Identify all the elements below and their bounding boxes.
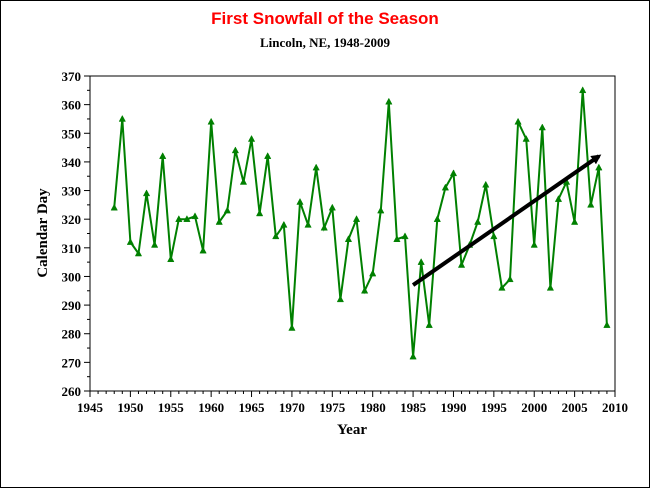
data-point-marker	[264, 152, 272, 159]
data-point-marker	[191, 212, 199, 220]
y-tick-label: 360	[62, 98, 82, 113]
data-point-marker	[167, 255, 175, 263]
x-tick-label: 1965	[239, 400, 266, 415]
y-tick-label: 310	[62, 241, 82, 256]
data-point-marker	[320, 223, 328, 231]
y-tick-label: 370	[62, 69, 82, 84]
y-tick-label: 290	[62, 298, 82, 313]
data-point-marker	[288, 323, 296, 331]
data-point-marker	[272, 232, 280, 240]
chart-title: First Snowfall of the Season	[211, 9, 439, 28]
x-tick-label: 1955	[158, 400, 185, 415]
data-point-marker	[595, 163, 603, 171]
data-point-marker	[280, 220, 288, 228]
data-point-marker	[514, 117, 522, 125]
trend-arrow	[411, 154, 602, 287]
x-tick-label: 1995	[481, 400, 508, 415]
data-point-marker	[603, 321, 611, 328]
x-tick-label: 1970	[279, 400, 305, 415]
data-point-marker	[546, 283, 555, 291]
x-tick-label: 1985	[400, 400, 427, 415]
y-axis: 260 270 280 290 300 310 320 330 340 350 360 370	[62, 69, 90, 399]
data-point-marker	[183, 215, 191, 222]
data-point-marker	[506, 275, 514, 283]
x-axis: 1945 1950 1955 1960 1965 1970 1975 1980 1985 1990…	[77, 391, 628, 415]
data-point-marker	[401, 232, 409, 240]
data-point-marker	[498, 283, 506, 291]
data-point-marker	[554, 195, 563, 202]
data-point-marker	[126, 238, 135, 245]
data-point-marker	[433, 215, 441, 222]
series-markers	[110, 86, 611, 360]
data-point-marker	[134, 249, 143, 257]
data-point-marker	[110, 203, 118, 211]
data-point-marker	[385, 97, 393, 105]
y-tick-label: 270	[62, 355, 82, 370]
data-point-marker	[393, 235, 401, 242]
data-point-marker	[344, 235, 353, 242]
data-point-marker	[159, 152, 167, 159]
data-point-marker	[417, 258, 425, 265]
data-point-marker	[409, 352, 417, 360]
data-point-marker	[360, 286, 369, 294]
data-point-marker	[296, 197, 304, 205]
y-tick-label: 280	[62, 327, 82, 342]
data-point-marker	[255, 209, 264, 217]
series-line	[113, 90, 608, 357]
data-point-marker	[490, 232, 498, 240]
data-point-marker	[457, 260, 466, 268]
x-tick-label: 2010	[602, 400, 628, 415]
y-tick-label: 340	[62, 155, 82, 170]
data-point-marker	[239, 177, 248, 185]
y-tick-label: 330	[62, 184, 82, 199]
x-tick-label: 1990	[440, 400, 466, 415]
data-point-marker	[441, 183, 450, 191]
x-tick-label: 1945	[77, 400, 104, 415]
data-point-marker	[231, 146, 240, 154]
y-tick-label: 350	[62, 126, 82, 141]
x-tick-label: 1950	[117, 400, 143, 415]
data-point-marker	[474, 218, 482, 225]
y-axis-label: Calendar Day	[35, 188, 51, 278]
data-point-marker	[579, 86, 587, 94]
y-tick-label: 320	[62, 212, 82, 227]
data-point-marker	[223, 206, 231, 214]
x-tick-label: 1975	[319, 400, 346, 415]
y-tick-label: 300	[62, 269, 82, 284]
x-tick-label: 1980	[360, 400, 386, 415]
data-point-marker	[482, 180, 490, 188]
data-point-marker	[207, 117, 215, 125]
data-point-marker	[522, 134, 530, 142]
data-point-marker	[150, 240, 159, 248]
x-axis-label: Year	[337, 422, 367, 438]
data-point-marker	[142, 189, 151, 197]
data-point-marker	[530, 240, 538, 248]
y-tick-label: 260	[62, 384, 82, 399]
data-point-marker	[199, 246, 207, 254]
data-point-marker	[570, 218, 579, 225]
data-point-marker	[312, 163, 320, 171]
data-point-marker	[352, 215, 361, 222]
data-point-marker	[336, 295, 345, 303]
data-point-marker	[587, 200, 595, 208]
data-point-marker	[449, 169, 458, 177]
data-point-marker	[247, 134, 256, 142]
x-tick-label: 1960	[198, 400, 224, 415]
data-point-marker	[175, 215, 183, 222]
data-point-marker	[215, 218, 223, 225]
x-tick-label: 2000	[521, 400, 547, 415]
data-point-marker	[425, 321, 433, 328]
data-point-marker	[328, 203, 336, 211]
chart-subtitle: Lincoln, NE, 1948-2009	[260, 35, 391, 50]
data-point-marker	[304, 220, 312, 228]
data-point-marker	[377, 206, 385, 214]
x-tick-label: 2005	[562, 400, 589, 415]
data-point-marker	[369, 269, 377, 277]
data-point-marker	[538, 123, 546, 131]
data-point-marker	[118, 114, 126, 122]
